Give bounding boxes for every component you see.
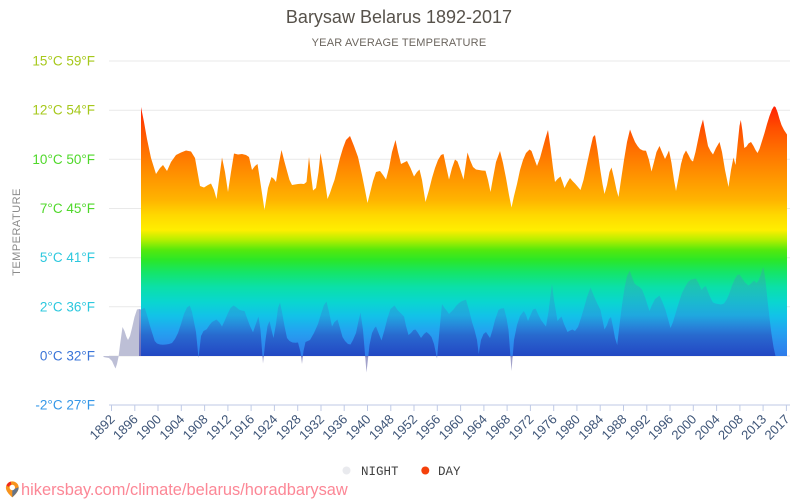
svg-text:DAY: DAY <box>438 465 461 479</box>
svg-text:7°C 45°F: 7°C 45°F <box>40 201 95 216</box>
svg-text:5°C 41°F: 5°C 41°F <box>40 250 95 265</box>
svg-text:0°C 32°F: 0°C 32°F <box>40 349 95 364</box>
svg-text:TEMPERATURE: TEMPERATURE <box>11 188 23 276</box>
svg-text:15°C 59°F: 15°C 59°F <box>32 54 95 69</box>
svg-text:-2°C 27°F: -2°C 27°F <box>35 398 95 413</box>
svg-text:2°C 36°F: 2°C 36°F <box>40 299 95 314</box>
svg-text:NIGHT: NIGHT <box>361 465 399 479</box>
svg-text:Barysaw Belarus 1892-2017: Barysaw Belarus 1892-2017 <box>286 7 512 27</box>
svg-text:10°C 50°F: 10°C 50°F <box>32 152 95 167</box>
svg-text:hikersbay.com/climate/belarus/: hikersbay.com/climate/belarus/horadbarys… <box>21 481 348 499</box>
svg-text:YEAR AVERAGE TEMPERATURE: YEAR AVERAGE TEMPERATURE <box>312 37 487 49</box>
svg-text:12°C 54°F: 12°C 54°F <box>32 103 95 118</box>
